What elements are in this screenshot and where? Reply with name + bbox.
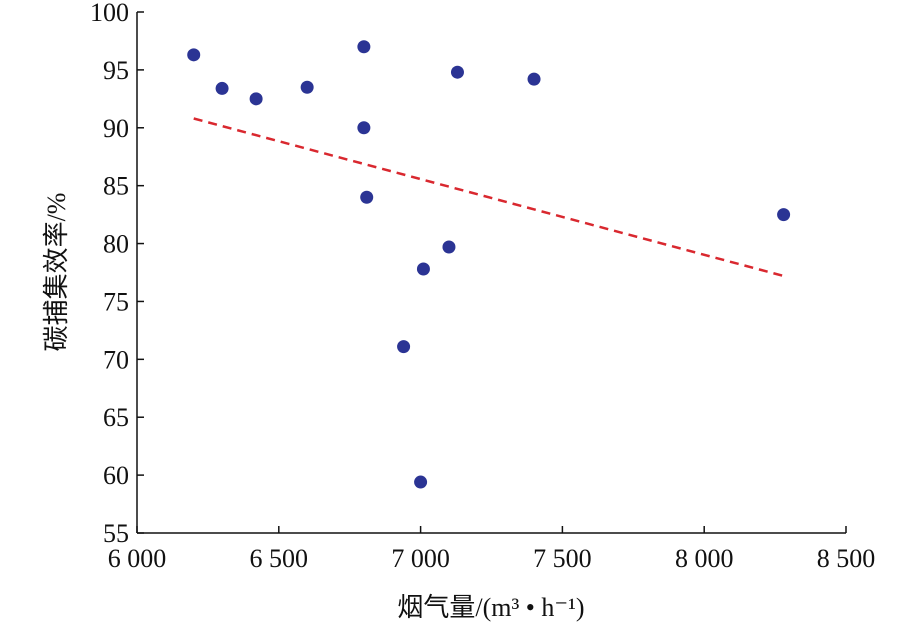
x-tick-label: 7 500 [533, 544, 592, 573]
y-tick-label: 55 [103, 519, 129, 548]
data-point [777, 208, 791, 222]
data-point [416, 262, 430, 276]
data-point [357, 121, 371, 135]
data-point [187, 48, 201, 62]
x-tick-label: 6 000 [108, 544, 167, 573]
x-axis-title: 烟气量/(m³ • h⁻¹) [397, 593, 584, 622]
y-tick-label: 85 [103, 172, 129, 201]
data-points [187, 40, 791, 489]
data-point [360, 190, 374, 204]
y-tick-label: 80 [103, 230, 129, 259]
y-tick-label: 95 [103, 56, 129, 85]
y-tick-label: 65 [103, 403, 129, 432]
trendline-group [193, 117, 784, 278]
x-tick-label: 8 000 [675, 544, 734, 573]
x-tick-label: 6 500 [250, 544, 309, 573]
y-tick-label: 75 [103, 287, 129, 316]
data-point [215, 81, 229, 95]
trendline [193, 117, 784, 278]
data-point [450, 65, 464, 79]
y-axis-title: 碳捕集效率/% [42, 193, 71, 352]
y-tick-label: 60 [103, 461, 129, 490]
data-point [249, 92, 263, 106]
y-tick-label: 100 [90, 0, 129, 27]
data-point [397, 340, 411, 354]
x-tick-label: 8 500 [817, 544, 876, 573]
data-point [414, 475, 428, 489]
x-tick-label: 7 000 [391, 544, 450, 573]
y-tick-label: 90 [103, 114, 129, 143]
y-tick-label: 70 [103, 345, 129, 374]
data-point [442, 240, 456, 254]
data-point [357, 40, 371, 54]
data-point [527, 72, 541, 86]
data-point [300, 80, 314, 94]
axes: 55 60 65 70 75 80 85 90 95 100 6 000 6 500 7 000 7 50… [90, 0, 875, 573]
